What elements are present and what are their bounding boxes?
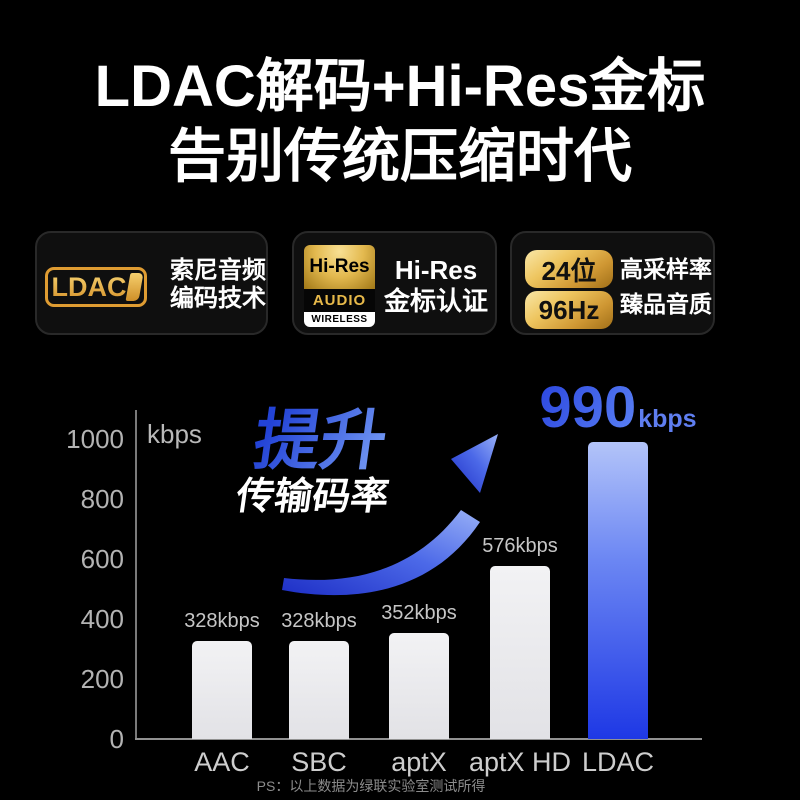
category-label: aptX <box>391 747 447 777</box>
growth-arrow-icon <box>282 434 498 596</box>
badge-24bit: 24位 <box>525 250 613 288</box>
hires-logo-wireless: WIRELESS <box>304 312 375 327</box>
bar <box>192 641 252 739</box>
plot-area: 328kbps AAC 328kbps SBC 352kbps aptX 576kbps ap… <box>135 439 702 777</box>
y-axis: 0 200 400 600 800 1000 <box>40 424 124 754</box>
bar-value-label: 576kbps <box>482 535 558 557</box>
card-sampling-line2: 臻品音质 <box>620 291 712 317</box>
category-label: SBC <box>291 747 347 777</box>
feature-card-ldac: LDAC 索尼音频 编码技术 <box>35 231 268 335</box>
hires-logo-audio: AUDIO <box>304 289 375 312</box>
y-axis-unit-label: kbps <box>147 419 202 449</box>
y-tick-label: 400 <box>80 604 124 634</box>
card-ldac-text: 索尼音频 编码技术 <box>163 257 273 313</box>
y-axis-line <box>135 410 137 740</box>
y-tick-label: 200 <box>80 664 124 694</box>
category-label: LDAC <box>581 747 655 777</box>
bar-ldac <box>588 442 648 739</box>
y-tick-label: 800 <box>80 484 124 514</box>
card-hires-text: Hi-Res 金标认证 <box>382 255 490 317</box>
bar <box>289 641 349 739</box>
x-axis-line <box>135 738 702 740</box>
y-tick-label: 1000 <box>66 424 124 454</box>
card-ldac-line2: 编码技术 <box>170 285 266 312</box>
page-title: LDAC解码+Hi-Res金标 告别传统压缩时代 <box>0 52 800 192</box>
footnote: PS：以上数据为绿联实验室测试所得 <box>256 778 486 794</box>
highlight-value: 990 <box>539 375 637 440</box>
ldac-logo: LDAC <box>45 267 147 307</box>
hires-logo-top: Hi-Res <box>304 245 375 289</box>
bar <box>490 566 550 739</box>
ldac-logo-text: LDAC <box>50 270 128 304</box>
bar-value-label: 328kbps <box>184 610 260 632</box>
card-ldac-line1: 索尼音频 <box>170 257 266 284</box>
badge-96hz: 96Hz <box>525 291 613 329</box>
category-label: AAC <box>194 747 250 777</box>
feature-card-sampling: 24位 96Hz 高采样率 臻品音质 <box>510 231 715 335</box>
feature-card-hires: Hi-Res AUDIO WIRELESS Hi-Res 金标认证 <box>292 231 497 335</box>
card-hires-line1: Hi-Res <box>394 255 478 285</box>
bar-value-label: 352kbps <box>381 602 457 624</box>
hires-audio-wireless-logo: Hi-Res AUDIO WIRELESS <box>304 245 375 327</box>
title-line1: LDAC解码+Hi-Res金标 <box>94 54 706 119</box>
ldac-logo-wedge-icon <box>125 273 144 301</box>
card-hires-line2: 金标认证 <box>383 286 488 316</box>
bar-value-label: 328kbps <box>281 610 357 632</box>
card-sampling-line1: 高采样率 <box>620 256 712 282</box>
highlight-unit: kbps <box>638 405 697 433</box>
y-tick-label: 600 <box>80 544 124 574</box>
category-label: aptX HD <box>468 747 572 777</box>
bar <box>389 633 449 739</box>
title-line2: 告别传统压缩时代 <box>167 124 632 189</box>
card-sampling-text: 高采样率 臻品音质 <box>618 252 714 322</box>
y-tick-label: 0 <box>109 724 124 754</box>
ldac-bitrate-highlight: 990 kbps <box>539 379 696 437</box>
